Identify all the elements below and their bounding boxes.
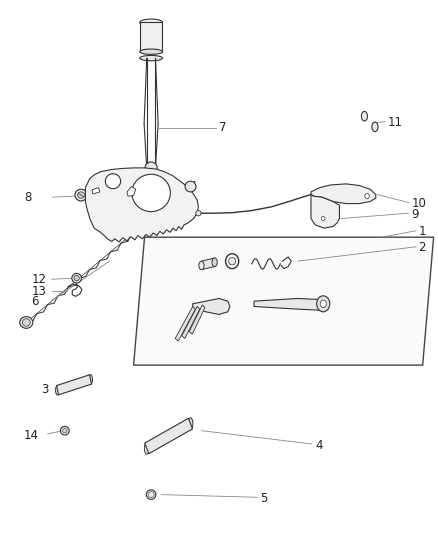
Polygon shape — [145, 418, 192, 454]
Ellipse shape — [188, 418, 193, 430]
Polygon shape — [193, 298, 230, 314]
Ellipse shape — [22, 319, 30, 326]
Ellipse shape — [145, 162, 157, 174]
Ellipse shape — [88, 375, 92, 384]
Ellipse shape — [229, 257, 236, 265]
Polygon shape — [311, 194, 339, 228]
Text: 13: 13 — [32, 285, 46, 298]
Text: 6: 6 — [32, 295, 39, 308]
Ellipse shape — [146, 490, 156, 499]
Polygon shape — [140, 22, 162, 52]
Text: 5: 5 — [261, 492, 268, 505]
Text: 4: 4 — [315, 439, 323, 451]
Ellipse shape — [140, 19, 162, 26]
Ellipse shape — [140, 49, 162, 54]
Ellipse shape — [105, 174, 121, 189]
Polygon shape — [254, 298, 322, 310]
Text: 12: 12 — [32, 273, 46, 286]
Text: 8: 8 — [24, 191, 32, 204]
Text: 10: 10 — [412, 197, 427, 210]
Ellipse shape — [361, 111, 367, 121]
Polygon shape — [57, 375, 92, 395]
Ellipse shape — [365, 193, 369, 199]
Ellipse shape — [74, 276, 79, 281]
Text: 2: 2 — [418, 241, 426, 254]
Ellipse shape — [199, 261, 204, 270]
Ellipse shape — [140, 55, 162, 61]
Ellipse shape — [212, 258, 217, 266]
Text: 7: 7 — [219, 122, 226, 134]
Text: 1: 1 — [418, 225, 426, 238]
Ellipse shape — [317, 296, 330, 312]
Text: 14: 14 — [24, 429, 39, 442]
Polygon shape — [311, 184, 376, 204]
Ellipse shape — [75, 189, 87, 201]
Ellipse shape — [320, 300, 326, 308]
Ellipse shape — [56, 385, 60, 395]
Polygon shape — [182, 306, 200, 338]
Ellipse shape — [132, 174, 170, 212]
Ellipse shape — [185, 181, 196, 192]
Polygon shape — [85, 168, 198, 242]
Polygon shape — [175, 306, 195, 341]
Ellipse shape — [78, 192, 85, 198]
Ellipse shape — [321, 216, 325, 221]
Polygon shape — [127, 187, 136, 196]
Ellipse shape — [372, 122, 378, 132]
Ellipse shape — [20, 317, 33, 328]
Polygon shape — [92, 188, 100, 194]
Ellipse shape — [63, 429, 67, 433]
Polygon shape — [201, 258, 215, 270]
Ellipse shape — [72, 273, 81, 283]
Ellipse shape — [196, 211, 201, 216]
Text: 9: 9 — [412, 208, 419, 221]
Ellipse shape — [145, 442, 149, 454]
Ellipse shape — [60, 426, 69, 435]
Polygon shape — [134, 237, 434, 365]
Text: 3: 3 — [42, 383, 49, 395]
Text: 11: 11 — [388, 116, 403, 129]
Polygon shape — [189, 305, 205, 334]
